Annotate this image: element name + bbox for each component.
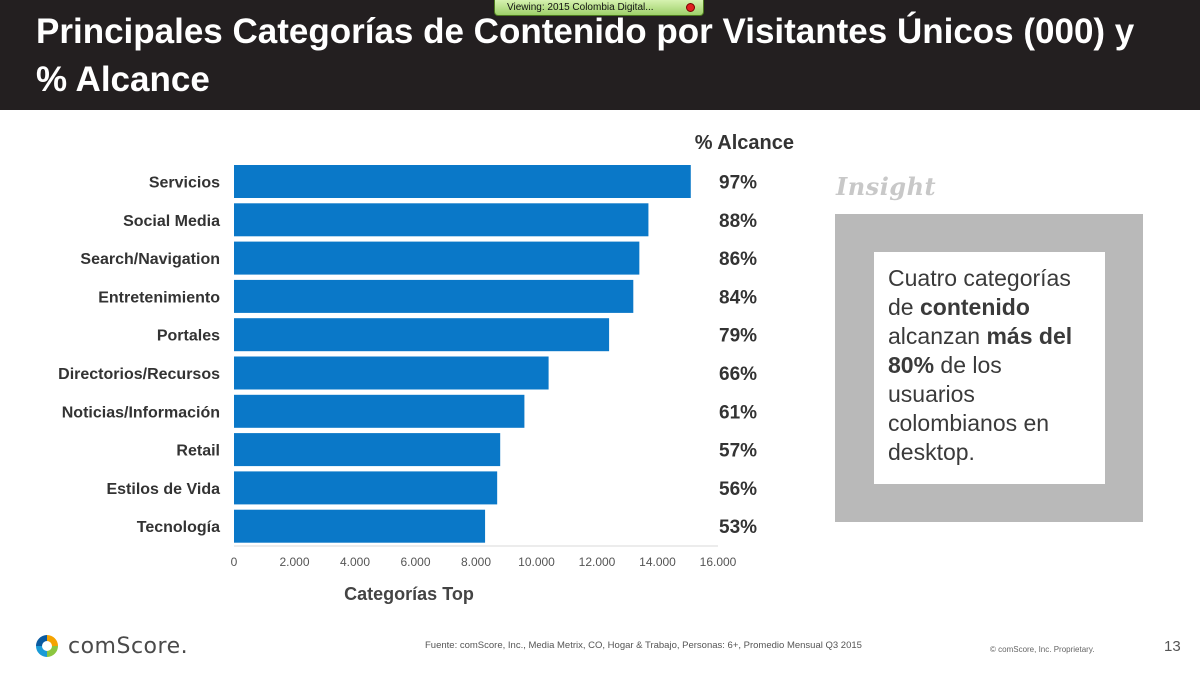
insight-text-part: contenido [919, 294, 1030, 320]
copyright-note: © comScore, Inc. Proprietary. [990, 645, 1095, 654]
viewing-badge[interactable]: Viewing: 2015 Colombia Digital... [494, 0, 704, 16]
category-label: Estilos de Vida [106, 481, 220, 498]
x-tick-label: 14.000 [639, 555, 676, 569]
bar-3 [234, 279, 634, 313]
bar-9 [234, 509, 486, 543]
reach-label: 53% [719, 517, 757, 538]
x-tick-label: 10.000 [518, 555, 555, 569]
x-tick-label: 4.000 [340, 555, 370, 569]
source-note: Fuente: comScore, Inc., Media Metrix, CO… [425, 640, 862, 651]
bar-0 [234, 165, 691, 198]
category-label: Entretenimiento [98, 289, 220, 306]
reach-label: 88% [719, 211, 757, 232]
bar-1 [234, 203, 649, 237]
insight-text-part: más del 80% [888, 323, 1073, 378]
reach-label: 57% [719, 441, 757, 462]
page-title: Principales Categorías de Contenido por … [36, 12, 1135, 99]
category-label: Search/Navigation [80, 251, 220, 268]
x-tick-label: 8.000 [461, 555, 491, 569]
x-tick-label: 2.000 [279, 555, 309, 569]
bar-8 [234, 471, 498, 505]
brand-name: comScore. [68, 633, 189, 659]
category-label: Social Media [123, 213, 220, 230]
insight-label: Insight [836, 172, 937, 201]
reach-label: 79% [719, 326, 757, 347]
bar-7 [234, 433, 501, 467]
header-bar: Principales Categorías de Contenido por … [0, 0, 1200, 110]
bar-chart: % Alcance Servicios 97% Social Media 88% Sear… [58, 132, 794, 604]
reach-header: % Alcance [695, 132, 794, 154]
insight-text-part: Cuatro categorías de [888, 265, 1071, 320]
bar-6 [234, 394, 525, 428]
reach-label: 61% [719, 402, 757, 423]
bar-4 [234, 318, 610, 352]
category-label: Directorios/Recursos [58, 366, 220, 383]
category-label: Servicios [149, 175, 220, 192]
x-tick-label: 6.000 [400, 555, 430, 569]
x-tick-label: 12.000 [579, 555, 616, 569]
category-label: Tecnología [137, 519, 220, 536]
insight-text-part: de los usuarios colombianos en desktop. [888, 352, 1050, 465]
insight-text: Cuatro categorías de contenido alcanzan … [874, 252, 1105, 484]
category-label: Retail [176, 443, 220, 460]
reach-label: 56% [719, 479, 757, 500]
viewing-badge-label: Viewing: 2015 Colombia Digital... [507, 2, 654, 13]
x-tick-label: 16.000 [700, 555, 737, 569]
reach-label: 97% [719, 173, 757, 194]
reach-label: 86% [719, 249, 757, 270]
page-number: 13 [1164, 638, 1181, 655]
reach-label: 84% [719, 287, 757, 308]
bar-5 [234, 356, 549, 390]
comscore-logo-icon [36, 635, 58, 657]
insight-text-part: alcanzan [888, 323, 987, 349]
record-dot-icon [686, 3, 695, 12]
x-axis-title: Categorías Top [344, 584, 474, 604]
category-label: Noticias/Información [62, 404, 220, 421]
category-label: Portales [157, 328, 220, 345]
comscore-logo: comScore. [34, 630, 188, 662]
reach-label: 66% [719, 364, 757, 385]
bar-2 [234, 241, 640, 275]
x-tick-label: 0 [231, 555, 238, 569]
